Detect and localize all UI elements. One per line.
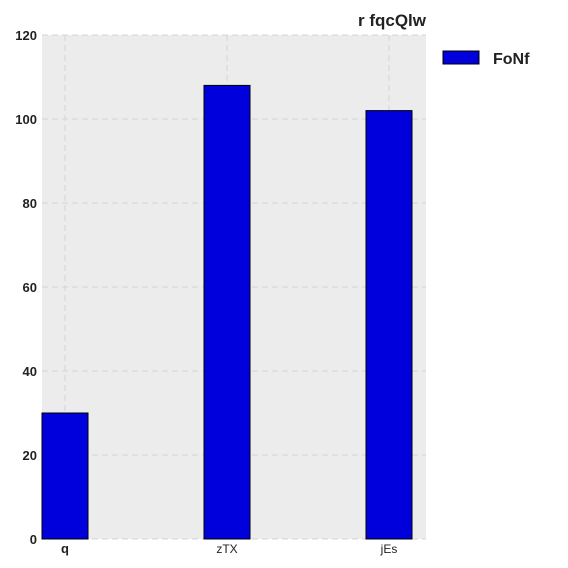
y-tick-label: 100: [15, 112, 37, 127]
bar: [203, 84, 251, 540]
y-tick-label: 120: [15, 28, 37, 43]
legend-label: FoNf: [493, 51, 530, 68]
y-tick-label: 0: [30, 532, 37, 547]
x-tick-label: zTX: [216, 542, 237, 556]
bar: [41, 412, 89, 540]
y-axis-ticks: 0 20 40 60 80 100 120: [15, 28, 37, 547]
y-tick-label: 60: [23, 280, 37, 295]
x-tick-label: q: [61, 541, 69, 556]
x-tick-label: jEs: [380, 542, 398, 556]
chart-title: r fqcQlw: [358, 11, 427, 30]
legend-swatch: [442, 50, 480, 65]
y-tick-label: 80: [23, 196, 37, 211]
legend: FoNf: [442, 50, 530, 68]
y-tick-label: 20: [23, 448, 37, 463]
y-tick-label: 40: [23, 364, 37, 379]
bars: [41, 84, 413, 540]
x-axis-ticks: q zTX jEs: [61, 541, 397, 556]
bar: [365, 110, 413, 540]
